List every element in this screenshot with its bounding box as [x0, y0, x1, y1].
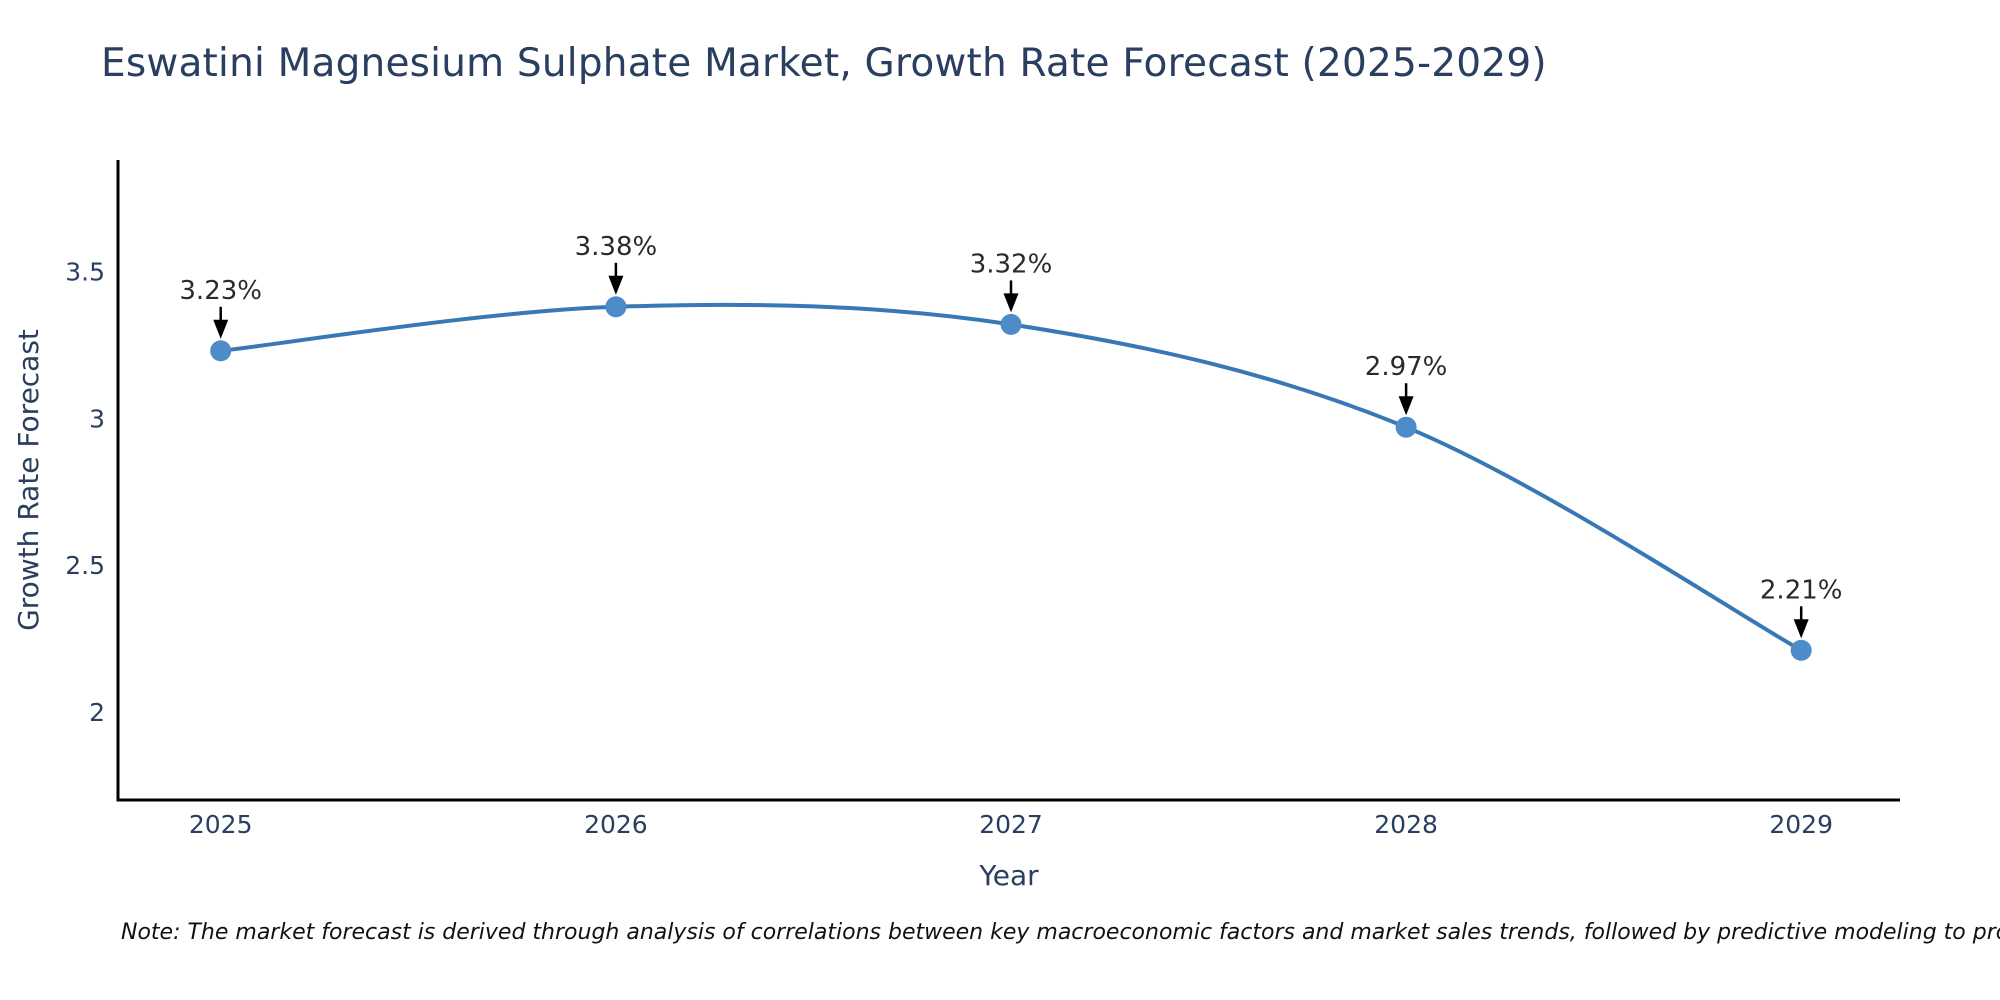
point-value-label-2026: 3.38%	[575, 232, 658, 262]
annotation-arrowhead-icon	[1398, 396, 1414, 416]
point-value-label-2028: 2.97%	[1365, 352, 1448, 382]
annotation-arrowhead-icon	[608, 275, 624, 295]
x-tick-label-2029: 2029	[1769, 810, 1833, 839]
data-point-2026[interactable]	[605, 296, 627, 318]
y-tick-label-3.5: 3.5	[65, 258, 105, 287]
annotation-arrowhead-icon	[213, 319, 229, 339]
point-value-label-2029: 2.21%	[1760, 575, 1843, 605]
y-tick-label-2: 2	[89, 698, 105, 727]
x-tick-label-2026: 2026	[584, 810, 648, 839]
data-point-2028[interactable]	[1395, 416, 1417, 438]
chart-title: Eswatini Magnesium Sulphate Market, Grow…	[101, 41, 1547, 86]
growth-rate-forecast-chart: 3.5 3 2.5 2 2025 2026 2027 2028 2029 Year Growth R…	[12, 160, 1900, 892]
x-tick-label-2028: 2028	[1374, 810, 1438, 839]
annotation-arrowhead-icon	[1793, 619, 1809, 639]
data-point-2025[interactable]	[210, 340, 232, 362]
forecast-line-series	[218, 302, 1804, 653]
x-tick-label-2025: 2025	[189, 810, 253, 839]
x-tick-label-2027: 2027	[979, 810, 1043, 839]
footnote: Note: The market forecast is derived thr…	[121, 920, 2000, 945]
point-value-label-2027: 3.32%	[970, 249, 1053, 279]
point-value-label-2025: 3.23%	[179, 276, 262, 306]
annotation-arrowhead-icon	[1003, 293, 1019, 313]
data-point-2027[interactable]	[1000, 313, 1022, 335]
x-axis-title: Year	[978, 859, 1039, 892]
y-axis-title: Growth Rate Forecast	[12, 329, 45, 631]
y-tick-label-3: 3	[89, 404, 105, 433]
y-tick-label-2.5: 2.5	[65, 551, 105, 580]
data-point-2029[interactable]	[1790, 639, 1812, 661]
